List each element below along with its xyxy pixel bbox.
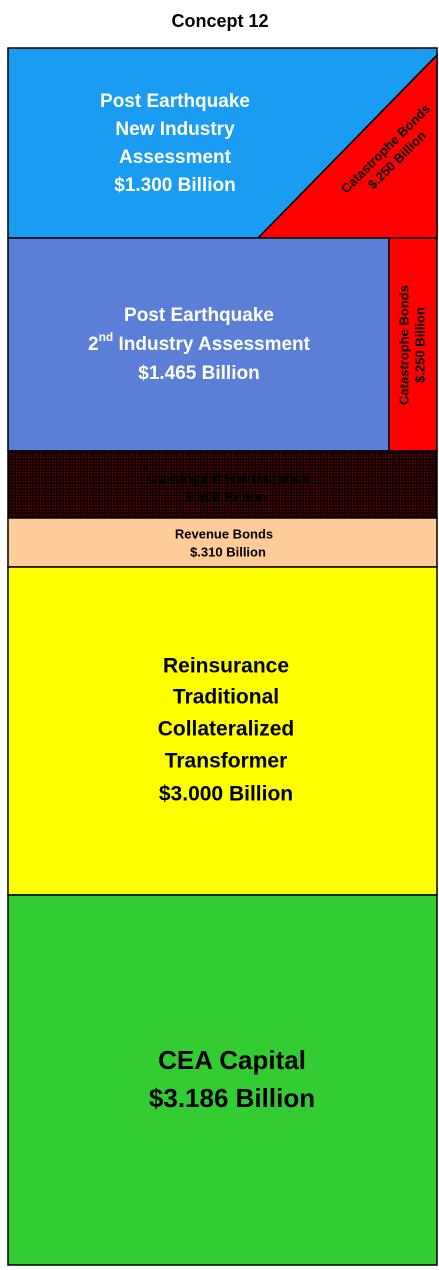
label-line: $.500 Billion (185, 489, 267, 505)
side-layer (388, 237, 438, 452)
label-line: $.250 Billion (412, 307, 427, 383)
layer-label: Revenue Bonds $.310 Billion (175, 526, 273, 559)
label-line: New Industry (115, 119, 235, 140)
label-line: $.310 Billion (190, 544, 266, 559)
label-line: CEA Capital (158, 1045, 306, 1075)
layer (7, 894, 438, 1266)
label-part: Industry Assessment (113, 334, 310, 355)
layer-label: Post Earthquake 2nd Industry Assessment … (88, 305, 311, 384)
label-line: Traditional (173, 686, 279, 709)
side-label: Catastrophe Bonds $.250 Billion (396, 285, 427, 405)
layer-label: Reinsurance Traditional Collateralized T… (158, 655, 295, 806)
label-line: *Contingent Reinsurance (143, 463, 310, 486)
label-line: $3.000 Billion (159, 783, 293, 806)
layer (7, 450, 438, 519)
layer-label: *Contingent Reinsurance $.500 Billion (143, 463, 310, 505)
label-line: 2nd Industry Assessment (88, 330, 311, 355)
label-part: * (143, 463, 149, 478)
label-line: $1.300 Billion (114, 175, 235, 196)
label-line: Post Earthquake (124, 305, 274, 326)
label-line: Transformer (165, 750, 288, 773)
label-line: Post Earthquake (100, 91, 250, 112)
label-line: Catastrophe Bonds (396, 285, 411, 405)
title: Concept 12 (171, 11, 268, 31)
label-part: 2 (88, 334, 99, 355)
label-line: Assessment (119, 147, 232, 168)
layer-label: CEA Capital $3.186 Billion (149, 1045, 315, 1113)
label-part: nd (99, 330, 114, 344)
label-line: Revenue Bonds (175, 526, 273, 541)
label-line: Collateralized (158, 718, 295, 741)
layer (7, 566, 438, 896)
label-line: Reinsurance (163, 655, 289, 678)
label-line: $3.186 Billion (149, 1083, 315, 1113)
label-line: $1.465 Billion (138, 363, 259, 384)
layer (7, 517, 438, 568)
label-part: Contingent Reinsurance (148, 470, 310, 486)
layer-label: Post Earthquake New Industry Assessment … (100, 91, 250, 196)
